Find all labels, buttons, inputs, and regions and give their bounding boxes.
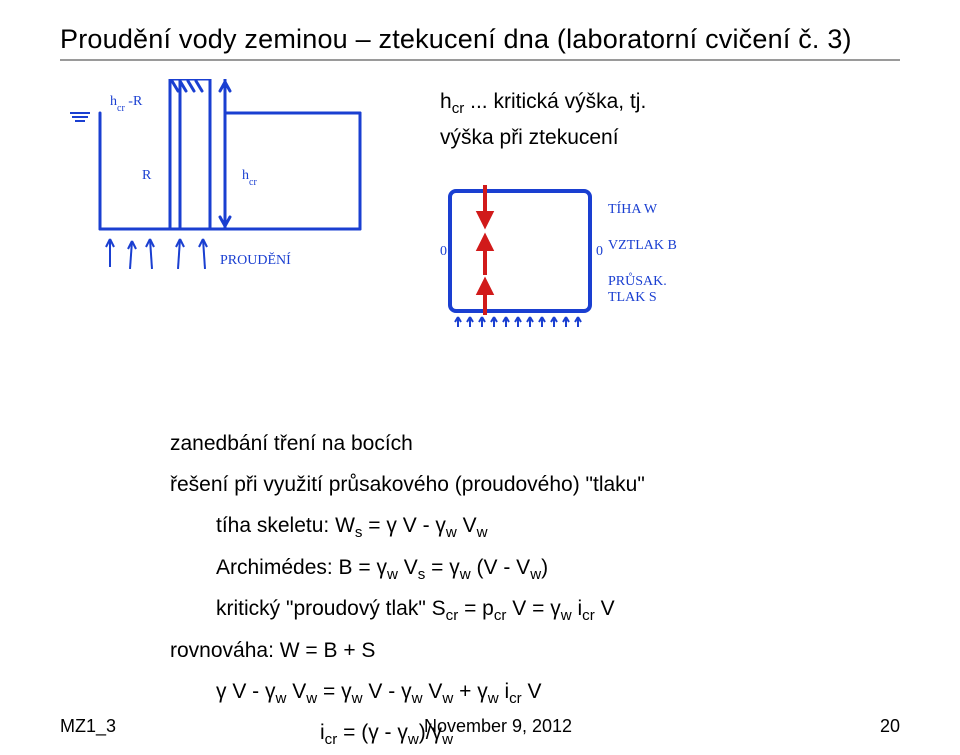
svg-text:PROUDĚNÍ: PROUDĚNÍ (220, 251, 291, 268)
force-box-sketch: 0 0 TÍHA W VZTLAK B PRŮSAK. TLAK S (440, 179, 900, 334)
f2-d: (V - V (471, 556, 531, 579)
f3-d: i (572, 597, 583, 620)
f3-sub4: cr (582, 607, 595, 624)
f3-b: = p (458, 597, 494, 620)
footer: MZ1_3 November 9, 2012 20 (60, 716, 900, 737)
force-box-svg: 0 0 TÍHA W VZTLAK B PRŮSAK. TLAK S (440, 179, 740, 329)
hcr-sub: cr (452, 100, 465, 117)
svg-text:PRŮSAK.: PRŮSAK. (608, 271, 667, 289)
f5-sub3: w (352, 690, 363, 707)
f2-c: = γ (425, 556, 459, 579)
title-rule (60, 59, 900, 61)
f1-lhs: W (335, 514, 355, 537)
f3-c: V = γ (506, 597, 560, 620)
f1-label: tíha skeletu: (216, 514, 335, 537)
formula-balance: γ V - γw Vw = γw V - γw Vw + γw icr V (216, 672, 900, 714)
f2-sub4: w (530, 566, 541, 583)
intro-2: řešení při využití průsakového (proudové… (170, 465, 900, 506)
formula-block: zanedbání tření na bocích řešení při vyu… (170, 424, 900, 755)
caption-line-2: výška při ztekucení (440, 121, 900, 155)
f5-g: i (499, 680, 510, 703)
hcr-symbol: h (440, 90, 452, 113)
svg-text:R: R (142, 168, 152, 183)
f3-label: kritický "proudový tlak" (216, 597, 432, 620)
caption-line-1: hcr ... kritická výška, tj. (440, 85, 900, 121)
svg-text:TLAK S: TLAK S (608, 290, 657, 305)
f5-b: V (286, 680, 306, 703)
intro-1: zanedbání tření na bocích (170, 424, 900, 465)
f3-sub3: w (561, 607, 572, 624)
svg-text:VZTLAK B: VZTLAK B (608, 238, 677, 253)
formula-weight: tíha skeletu: Ws = γ V - γw Vw (216, 506, 900, 548)
svg-text:hcr -R: hcr -R (110, 94, 143, 114)
f3-e: V (595, 597, 615, 620)
f5-d: V - γ (363, 680, 412, 703)
svg-text:TÍHA W: TÍHA W (608, 200, 658, 217)
apparatus-sketch: hcr -R hcr R PROUDĚNÍ (60, 79, 380, 269)
f5-f: + γ (453, 680, 487, 703)
formula-seepage: kritický "proudový tlak" Scr = pcr V = γ… (216, 589, 900, 631)
top-row: hcr -R hcr R PROUDĚNÍ hcr ... kr (60, 79, 900, 334)
f5-c: = γ (317, 680, 351, 703)
f1-rhs-a: = γ V - γ (362, 514, 445, 537)
svg-text:hcr: hcr (242, 168, 257, 188)
page-title: Proudění vody zeminou – ztekucení dna (l… (60, 24, 900, 55)
right-column: hcr ... kritická výška, tj. výška při zt… (440, 79, 900, 334)
f5-e: V (423, 680, 443, 703)
f2-sub3: w (460, 566, 471, 583)
f5-sub1: w (276, 690, 287, 707)
f2-b: V (398, 556, 418, 579)
f3-sub1: cr (446, 607, 459, 624)
f1-rhs-b: V (457, 514, 477, 537)
f3-sub2: cr (494, 607, 507, 624)
apparatus-svg: hcr -R hcr R PROUDĚNÍ (60, 79, 380, 269)
formula-equilibrium: rovnováha: W = B + S (170, 631, 900, 672)
svg-text:0: 0 (596, 244, 603, 259)
f2-a: B = γ (339, 556, 387, 579)
formula-archimedes: Archimédes: B = γw Vs = γw (V - Vw) (216, 548, 900, 590)
f5-a: γ V - γ (216, 680, 276, 703)
f5-h: V (522, 680, 542, 703)
footer-center: November 9, 2012 (424, 716, 572, 737)
svg-text:0: 0 (440, 244, 447, 259)
f1-rhs-sub2: w (477, 524, 488, 541)
footer-right: 20 (880, 716, 900, 737)
f5-sub4: w (412, 690, 423, 707)
f2-e: ) (541, 556, 548, 579)
f3-a: S (432, 597, 446, 620)
slide: Proudění vody zeminou – ztekucení dna (l… (0, 0, 960, 755)
f1-rhs-sub1: w (446, 524, 457, 541)
f5-sub7: cr (509, 690, 522, 707)
f5-sub6: w (488, 690, 499, 707)
f5-sub5: w (442, 690, 453, 707)
f2-sub1: w (387, 566, 398, 583)
caption-1b: ... kritická výška, tj. (464, 90, 646, 113)
footer-left: MZ1_3 (60, 716, 116, 737)
f5-sub2: w (306, 690, 317, 707)
f2-label: Archimédes: (216, 556, 339, 579)
